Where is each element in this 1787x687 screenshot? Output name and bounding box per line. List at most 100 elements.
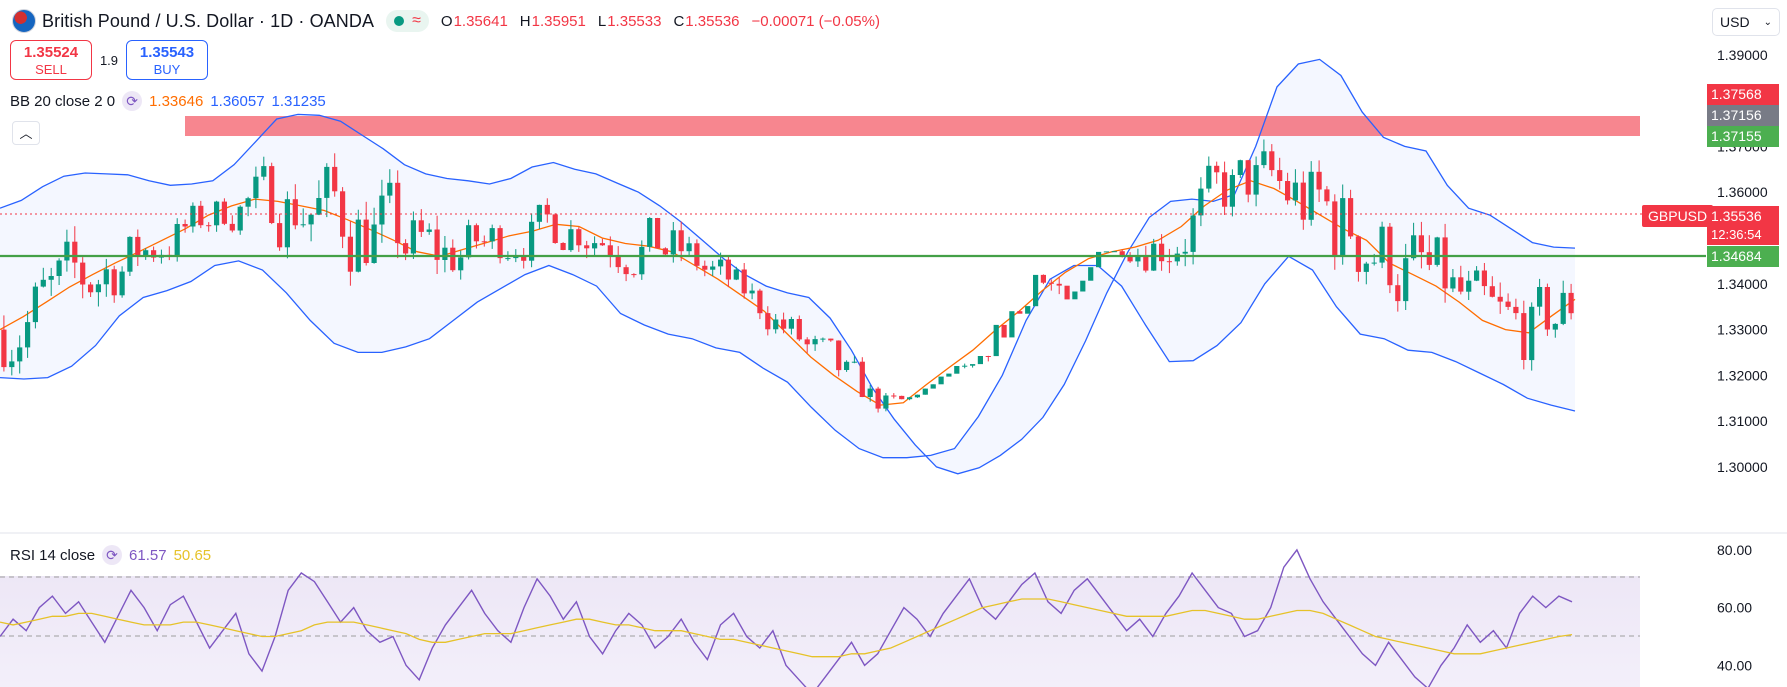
candle[interactable]	[914, 394, 920, 398]
candle[interactable]	[1434, 236, 1440, 267]
candle[interactable]	[922, 388, 928, 395]
candle[interactable]	[300, 208, 306, 228]
candle[interactable]	[1332, 194, 1338, 270]
candle[interactable]	[119, 266, 125, 298]
candle[interactable]	[355, 209, 361, 273]
candle[interactable]	[174, 218, 180, 262]
candle[interactable]	[631, 273, 637, 278]
rsi-line[interactable]	[0, 548, 1573, 687]
candle[interactable]	[781, 312, 787, 334]
sell-button[interactable]: 1.35524 SELL	[10, 40, 92, 80]
candle[interactable]	[1497, 282, 1503, 314]
buy-button[interactable]: 1.35543 BUY	[126, 40, 208, 80]
candle[interactable]	[954, 366, 960, 374]
candle[interactable]	[190, 202, 196, 233]
symbol-title[interactable]: British Pound / U.S. Dollar · 1D · OANDA	[42, 10, 375, 31]
candle[interactable]	[560, 242, 566, 251]
candle[interactable]	[1064, 285, 1070, 300]
candle[interactable]	[473, 223, 479, 249]
candle[interactable]	[796, 315, 802, 342]
candle[interactable]	[1355, 235, 1361, 282]
candle[interactable]	[1214, 161, 1220, 184]
candle[interactable]	[930, 384, 936, 389]
candle[interactable]	[332, 153, 338, 197]
candle[interactable]	[95, 279, 101, 307]
candle[interactable]	[395, 170, 401, 259]
candle[interactable]	[552, 213, 558, 244]
candle[interactable]	[1340, 184, 1346, 265]
candle[interactable]	[214, 200, 220, 232]
candle[interactable]	[410, 211, 416, 260]
candle[interactable]	[9, 349, 15, 376]
candle[interactable]	[40, 267, 46, 288]
candle[interactable]	[1072, 291, 1078, 300]
candle[interactable]	[1277, 157, 1283, 190]
candle[interactable]	[143, 248, 149, 260]
rsi-ma-line[interactable]	[0, 598, 1573, 658]
candle[interactable]	[1111, 251, 1117, 253]
candle[interactable]	[269, 162, 275, 225]
candle[interactable]	[497, 225, 503, 264]
candle[interactable]	[426, 223, 432, 235]
candle[interactable]	[1182, 239, 1188, 267]
candle[interactable]	[1458, 265, 1464, 295]
candle[interactable]	[1316, 160, 1322, 202]
candle[interactable]	[820, 337, 826, 343]
candle[interactable]	[1261, 139, 1267, 169]
candle[interactable]	[859, 357, 865, 398]
candle[interactable]	[765, 306, 771, 336]
candle[interactable]	[245, 196, 251, 217]
market-status[interactable]: ≈	[386, 10, 429, 32]
candle[interactable]	[206, 222, 212, 232]
candle[interactable]	[1, 315, 7, 372]
collapse-legend-button[interactable]: ︿	[12, 121, 40, 145]
candle[interactable]	[757, 288, 763, 320]
candle[interactable]	[521, 248, 527, 269]
candle[interactable]	[111, 265, 117, 303]
candle[interactable]	[568, 220, 574, 252]
candle[interactable]	[64, 229, 70, 272]
candle[interactable]	[1245, 159, 1251, 203]
candle[interactable]	[1411, 222, 1417, 261]
candle[interactable]	[1292, 169, 1298, 206]
candle[interactable]	[883, 393, 889, 412]
candle[interactable]	[1481, 263, 1487, 296]
candle[interactable]	[103, 258, 109, 297]
bb-legend[interactable]: BB 20 close 2 0 ⟳ 1.33646 1.36057 1.3123…	[10, 91, 326, 111]
candle[interactable]	[80, 257, 86, 299]
candle[interactable]	[489, 224, 495, 249]
candle[interactable]	[639, 240, 645, 280]
candle[interactable]	[1466, 270, 1472, 300]
candle[interactable]	[1552, 323, 1558, 338]
candle[interactable]	[1166, 248, 1172, 274]
candle[interactable]	[182, 219, 188, 233]
candle[interactable]	[1096, 251, 1102, 268]
candle[interactable]	[741, 263, 747, 299]
candle[interactable]	[1040, 274, 1046, 285]
candle[interactable]	[88, 282, 94, 297]
candle[interactable]	[1426, 235, 1432, 271]
candle[interactable]	[529, 213, 535, 268]
candle[interactable]	[1489, 276, 1495, 298]
candle[interactable]	[678, 221, 684, 262]
candle[interactable]	[1009, 311, 1015, 338]
candle[interactable]	[1253, 156, 1259, 207]
candle[interactable]	[576, 227, 582, 252]
candle[interactable]	[25, 310, 31, 358]
candle[interactable]	[1450, 269, 1456, 293]
candle[interactable]	[962, 363, 968, 369]
candle[interactable]	[56, 258, 62, 285]
candle[interactable]	[1568, 283, 1574, 320]
candle[interactable]	[828, 338, 834, 342]
candle[interactable]	[536, 204, 542, 229]
candle[interactable]	[1080, 280, 1086, 292]
candle[interactable]	[710, 260, 716, 276]
candle[interactable]	[773, 314, 779, 334]
candle[interactable]	[592, 236, 598, 257]
candle[interactable]	[261, 156, 267, 181]
candle[interactable]	[1308, 161, 1314, 226]
candle[interactable]	[1135, 248, 1141, 267]
candle[interactable]	[277, 213, 283, 251]
candle[interactable]	[836, 340, 842, 377]
candle[interactable]	[237, 205, 243, 235]
